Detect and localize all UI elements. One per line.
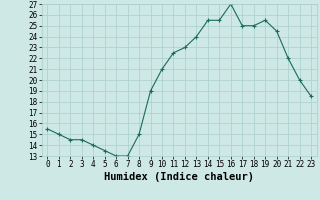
X-axis label: Humidex (Indice chaleur): Humidex (Indice chaleur) <box>104 172 254 182</box>
